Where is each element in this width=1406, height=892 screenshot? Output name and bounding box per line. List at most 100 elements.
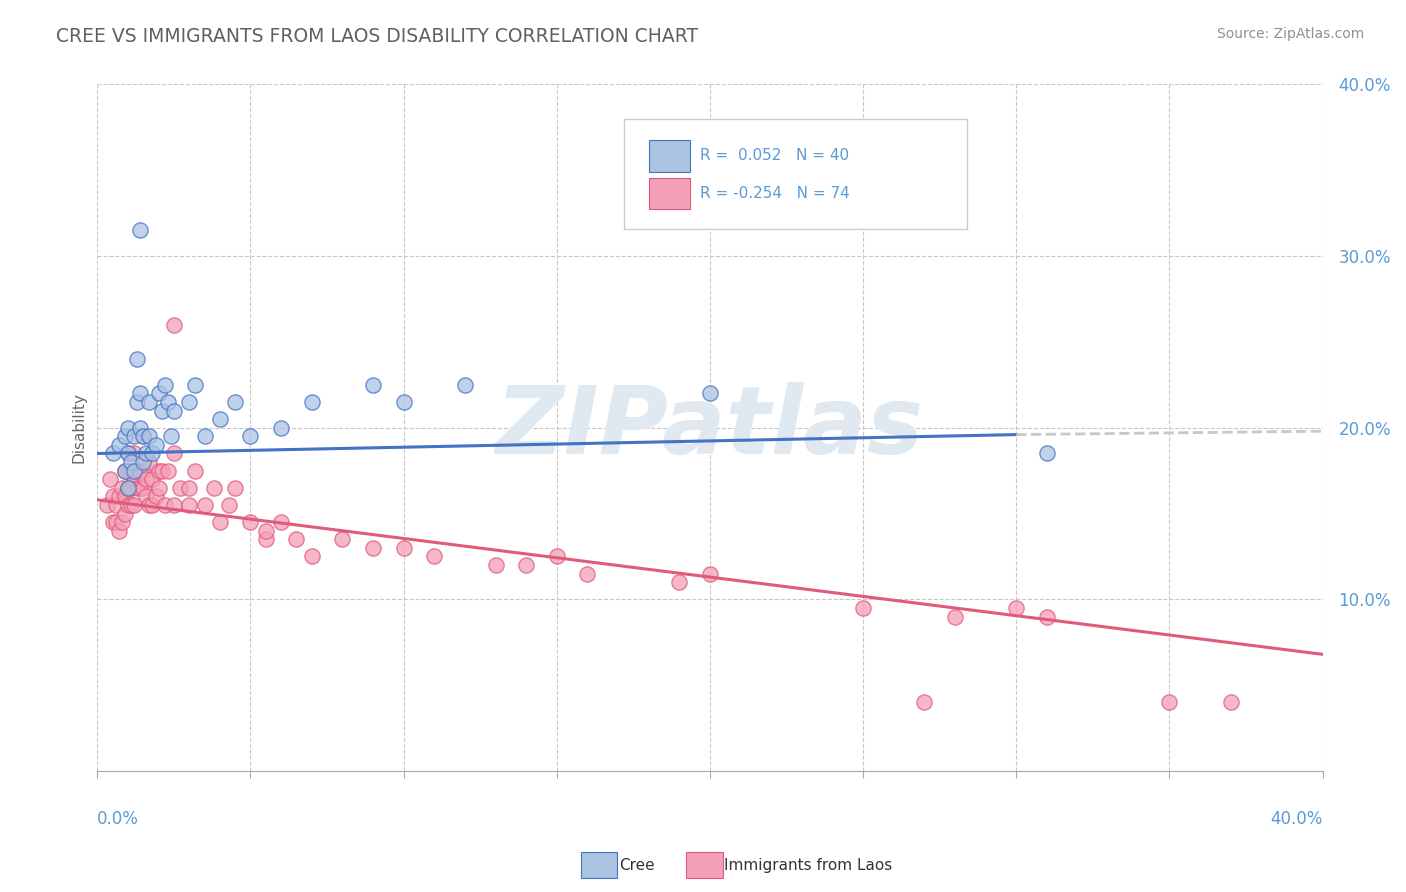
Point (239, 429, 262, 443)
Text: R = -0.254   N = 74: R = -0.254 N = 74 (700, 186, 849, 201)
Point (361, 377, 384, 392)
Point (135, 490, 157, 504)
Point (270, 515, 292, 529)
Point (101, 446, 124, 460)
Point (423, 549, 446, 564)
Text: R =  0.052   N = 40: R = 0.052 N = 40 (700, 148, 849, 163)
Point (285, 533, 308, 547)
Point (141, 498, 163, 512)
Point (156, 395, 179, 409)
Point (852, 601, 875, 615)
Point (129, 223, 152, 237)
Point (163, 498, 186, 512)
Text: 0.0%: 0.0% (97, 810, 139, 828)
Point (224, 395, 246, 409)
Point (107, 490, 129, 504)
Point (96, 498, 118, 512)
Point (160, 429, 183, 443)
Point (1036, 609, 1059, 624)
Point (132, 481, 155, 495)
Point (254, 524, 277, 538)
Point (392, 395, 415, 409)
Point (101, 490, 124, 504)
Text: Immigrants from Laos: Immigrants from Laos (724, 858, 893, 872)
Point (111, 481, 134, 495)
Point (127, 464, 149, 478)
Point (515, 558, 537, 572)
Point (129, 481, 152, 495)
Point (148, 464, 170, 478)
Point (129, 386, 152, 401)
Point (193, 429, 215, 443)
FancyBboxPatch shape (648, 178, 690, 210)
Point (208, 412, 231, 426)
Point (301, 395, 323, 409)
Point (150, 464, 173, 478)
Point (104, 515, 127, 529)
Point (699, 386, 721, 401)
Point (153, 377, 176, 392)
Point (668, 575, 690, 590)
Point (202, 481, 225, 495)
Point (107, 438, 129, 452)
Point (150, 403, 173, 417)
Point (114, 464, 136, 478)
Point (138, 429, 160, 443)
Point (332, 533, 354, 547)
Text: Source: ZipAtlas.com: Source: ZipAtlas.com (1216, 27, 1364, 41)
Point (138, 498, 160, 512)
Text: ZIPatlas: ZIPatlas (496, 382, 924, 474)
Point (1036, 446, 1059, 460)
Point (141, 472, 163, 486)
Point (117, 498, 139, 512)
Point (135, 472, 157, 486)
Point (135, 446, 157, 460)
Point (1219, 695, 1241, 709)
Point (132, 429, 155, 443)
Point (943, 609, 966, 624)
Point (117, 481, 139, 495)
Point (122, 472, 145, 486)
Point (117, 446, 139, 460)
Point (163, 318, 186, 332)
Point (218, 498, 240, 512)
Point (132, 429, 155, 443)
Point (179, 481, 201, 495)
Point (148, 481, 170, 495)
Point (169, 481, 191, 495)
Point (120, 455, 142, 469)
Point (163, 446, 186, 460)
Point (179, 498, 201, 512)
Point (117, 421, 139, 435)
Point (224, 481, 246, 495)
Y-axis label: Disability: Disability (72, 392, 86, 463)
Point (239, 515, 262, 529)
Point (114, 507, 136, 521)
Point (208, 515, 231, 529)
Point (392, 541, 415, 555)
Point (111, 515, 134, 529)
Point (127, 481, 149, 495)
Point (270, 421, 292, 435)
Point (114, 429, 136, 443)
Point (153, 498, 176, 512)
Point (454, 377, 477, 392)
Point (132, 455, 155, 469)
Point (127, 395, 149, 409)
Point (122, 498, 145, 512)
Point (117, 481, 139, 495)
Point (156, 464, 179, 478)
Point (122, 464, 145, 478)
Point (120, 464, 142, 478)
Point (98, 472, 121, 486)
Point (120, 498, 142, 512)
Point (122, 429, 145, 443)
Point (184, 464, 207, 478)
Point (127, 352, 149, 367)
Point (107, 524, 129, 538)
Point (184, 377, 207, 392)
Point (120, 481, 142, 495)
Point (148, 386, 170, 401)
FancyBboxPatch shape (624, 119, 967, 228)
Point (117, 464, 139, 478)
